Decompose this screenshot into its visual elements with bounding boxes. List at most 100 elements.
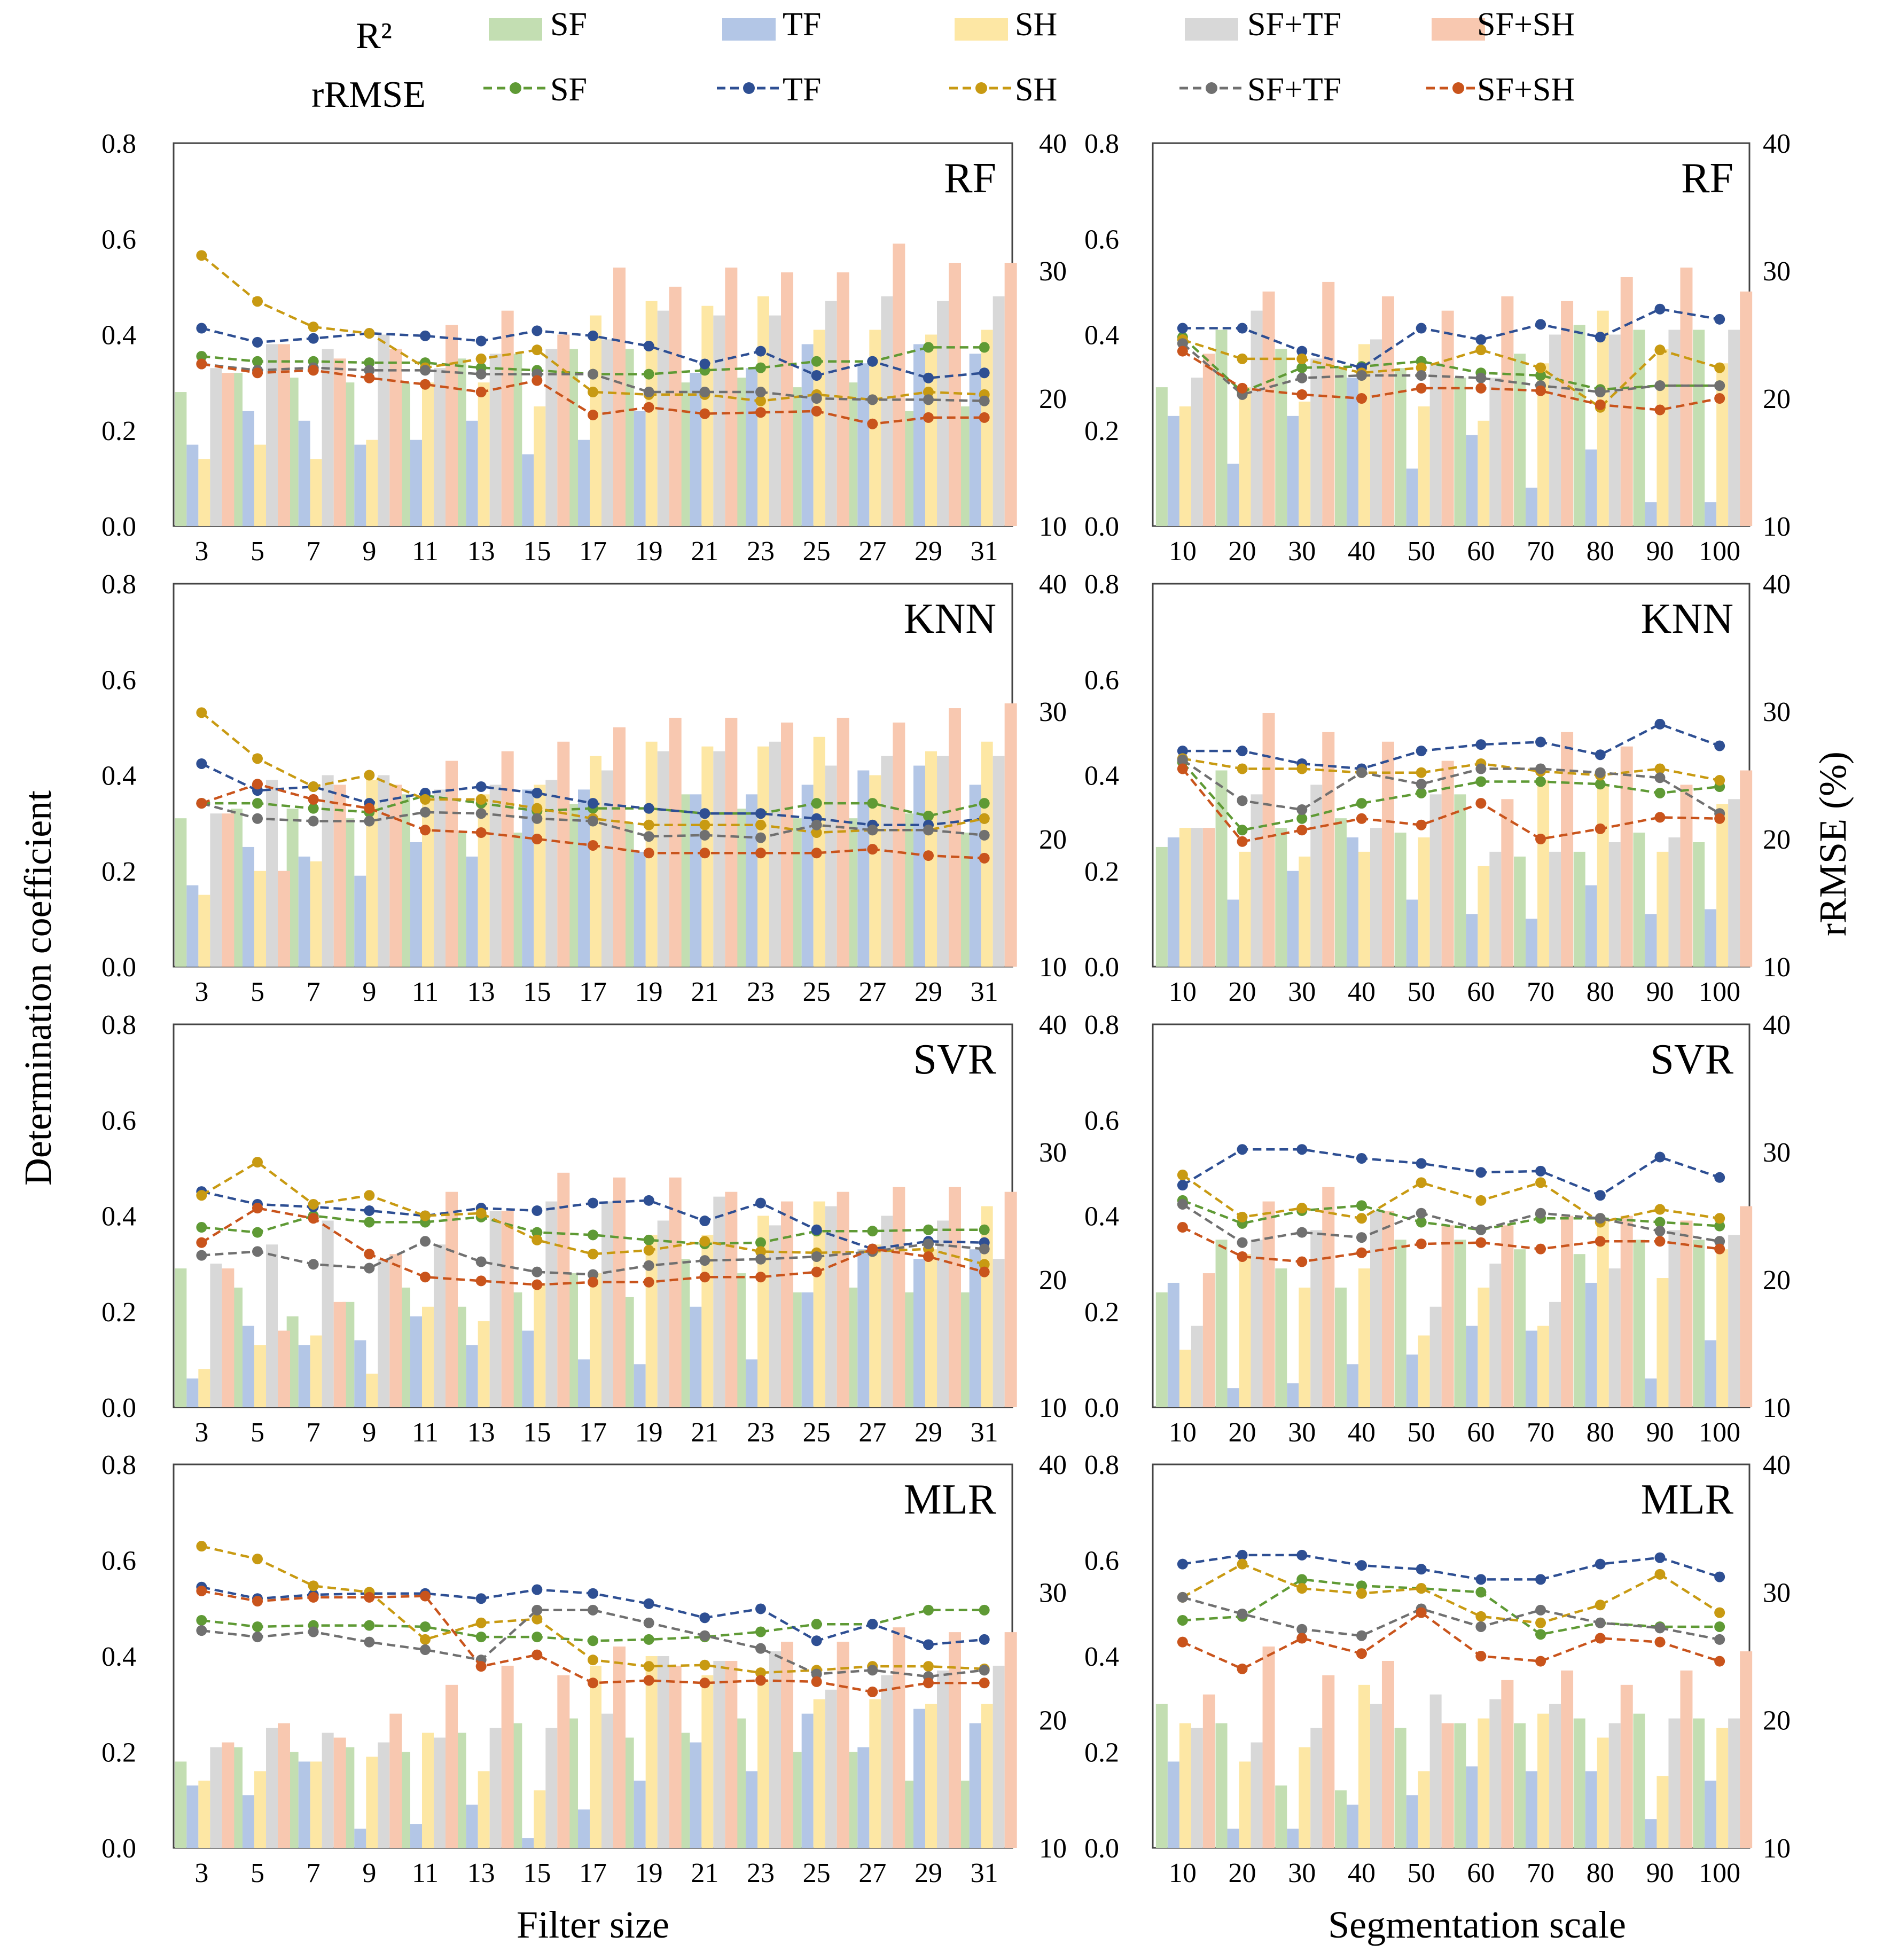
bar-sf-tf-17 xyxy=(601,770,613,967)
bar-sf-sh-5 xyxy=(278,1723,290,1848)
bar-sf-tf-3 xyxy=(210,813,222,967)
bar-sf-tf-27 xyxy=(881,296,893,526)
bar-sh-11 xyxy=(422,382,434,526)
bar-sf-tf-11 xyxy=(434,1737,446,1848)
point-rrmse-sf-7 xyxy=(308,803,319,814)
x-tick-label-31: 31 xyxy=(971,1858,998,1888)
point-rrmse-sf-tf-17 xyxy=(588,1604,598,1616)
left-tick-label: 0.0 xyxy=(101,1393,136,1423)
point-rrmse-sf-sh-15 xyxy=(532,1649,543,1660)
bar-sf-10 xyxy=(1155,387,1168,526)
point-rrmse-sf-25 xyxy=(811,1619,822,1630)
point-rrmse-sh-21 xyxy=(699,1659,710,1671)
bar-tf-50 xyxy=(1406,1354,1418,1407)
point-rrmse-sf-tf-19 xyxy=(643,387,654,398)
line-rrmse-tf xyxy=(1182,1554,1720,1581)
chart-panels: 0.0 0.2 0.4 0.6 0.8 10 20 30 40 3 5 7 9 11 13 15 17 19 21 2… xyxy=(101,129,1791,1888)
point-rrmse-tf-80 xyxy=(1595,749,1606,761)
line-rrmse-sf xyxy=(1182,1199,1720,1232)
x-tick-label-7: 7 xyxy=(307,977,321,1007)
bar-tf-17 xyxy=(578,1809,590,1848)
line-rrmse-tf xyxy=(1182,723,1720,770)
bar-sf-sh-20 xyxy=(1262,1201,1275,1407)
bar-sf-sh-50 xyxy=(1441,1225,1454,1407)
bar-tf-31 xyxy=(969,785,981,967)
bar-sf-tf-50 xyxy=(1429,1694,1442,1848)
bar-sf-sh-9 xyxy=(389,1713,402,1848)
point-rrmse-sf-11 xyxy=(420,1621,431,1632)
point-rrmse-sf-tf-10 xyxy=(1177,1198,1188,1210)
point-rrmse-sh-23 xyxy=(755,395,766,406)
bar-sf-50 xyxy=(1394,1728,1406,1848)
point-rrmse-tf-60 xyxy=(1475,1574,1487,1585)
point-rrmse-sf-tf-90 xyxy=(1654,772,1666,783)
bar-sf-tf-15 xyxy=(545,349,558,526)
point-rrmse-sf-sh-27 xyxy=(867,844,878,855)
point-rrmse-sf-tf-7 xyxy=(308,816,319,827)
panel-title: MLR xyxy=(1641,1476,1734,1523)
point-rrmse-sh-20 xyxy=(1237,353,1248,364)
bar-sf-sh-29 xyxy=(949,1632,961,1848)
right-tick-label: 40 xyxy=(1763,1450,1791,1480)
point-rrmse-sh-31 xyxy=(979,1259,990,1270)
bar-sf-sh-15 xyxy=(557,1172,570,1407)
bar-sh-50 xyxy=(1418,1335,1430,1407)
bar-sh-80 xyxy=(1597,1220,1609,1407)
bar-sf-tf-19 xyxy=(657,1220,669,1407)
bar-sh-29 xyxy=(925,334,937,526)
bar-sh-9 xyxy=(366,780,378,967)
bar-sf-tf-23 xyxy=(769,741,781,967)
line-rrmse-sh xyxy=(1182,338,1720,409)
x-tick-label-50: 50 xyxy=(1408,977,1435,1007)
point-rrmse-sh-90 xyxy=(1654,763,1666,774)
left-tick-label: 0.0 xyxy=(1084,1393,1119,1423)
panel-rf-filter-size: 0.0 0.2 0.4 0.6 0.8 10 20 30 40 3 5 7 9 11 13 15 17 19 21 2… xyxy=(101,129,1067,567)
bar-sh-15 xyxy=(534,1790,546,1848)
bar-tf-3 xyxy=(186,444,199,526)
point-rrmse-tf-50 xyxy=(1416,746,1427,757)
bar-sf-sh-27 xyxy=(893,1187,905,1407)
point-rrmse-sh-23 xyxy=(755,1246,766,1257)
bar-tf-27 xyxy=(857,1249,870,1407)
point-rrmse-sf-tf-23 xyxy=(755,1253,766,1265)
left-tick-label: 0.8 xyxy=(101,569,136,600)
point-rrmse-tf-20 xyxy=(1237,1549,1248,1561)
bar-sf-tf-40 xyxy=(1370,828,1382,967)
point-rrmse-sf-tf-5 xyxy=(252,1632,263,1643)
bar-sf-tf-100 xyxy=(1728,799,1740,967)
x-tick-label-27: 27 xyxy=(858,1858,886,1888)
point-rrmse-tf-15 xyxy=(532,1584,543,1595)
point-rrmse-sf-sh-30 xyxy=(1296,825,1308,836)
point-rrmse-sf-sh-60 xyxy=(1475,798,1487,809)
point-rrmse-sh-13 xyxy=(475,353,487,364)
bar-sh-40 xyxy=(1358,851,1370,967)
bar-sf-80 xyxy=(1573,851,1585,967)
bar-sf-sh-70 xyxy=(1561,732,1574,967)
bar-sf-40 xyxy=(1334,1790,1347,1848)
bar-sf-tf-20 xyxy=(1251,310,1263,526)
point-rrmse-tf-15 xyxy=(532,1205,543,1216)
bar-sf-tf-20 xyxy=(1251,1742,1263,1848)
bar-tf-10 xyxy=(1167,837,1179,967)
point-rrmse-sf-sh-30 xyxy=(1296,1633,1308,1644)
point-rrmse-sf-sh-19 xyxy=(643,1675,654,1686)
bar-sf-20 xyxy=(1215,1240,1228,1407)
right-tick-label: 10 xyxy=(1763,512,1791,542)
bar-sf-sh-15 xyxy=(557,334,570,526)
bar-sf-sh-100 xyxy=(1740,291,1753,526)
right-tick-label: 20 xyxy=(1039,1265,1067,1296)
point-rrmse-sf-29 xyxy=(923,1224,934,1235)
bar-sf-sh-31 xyxy=(1004,703,1017,967)
point-rrmse-sf-10 xyxy=(1177,1614,1188,1626)
bar-sf-tf-9 xyxy=(378,1742,390,1848)
x-tick-label-80: 80 xyxy=(1587,977,1614,1007)
bar-sh-15 xyxy=(534,1282,546,1407)
point-rrmse-sh-9 xyxy=(364,770,375,781)
bar-tf-100 xyxy=(1705,1781,1717,1848)
right-tick-label: 40 xyxy=(1039,129,1067,159)
point-rrmse-tf-29 xyxy=(923,372,934,383)
point-rrmse-sh-23 xyxy=(755,1667,766,1679)
legend-r2-label-sf: SF xyxy=(550,6,587,43)
point-rrmse-sf-tf-13 xyxy=(475,808,487,819)
right-tick-label: 40 xyxy=(1039,1450,1067,1480)
